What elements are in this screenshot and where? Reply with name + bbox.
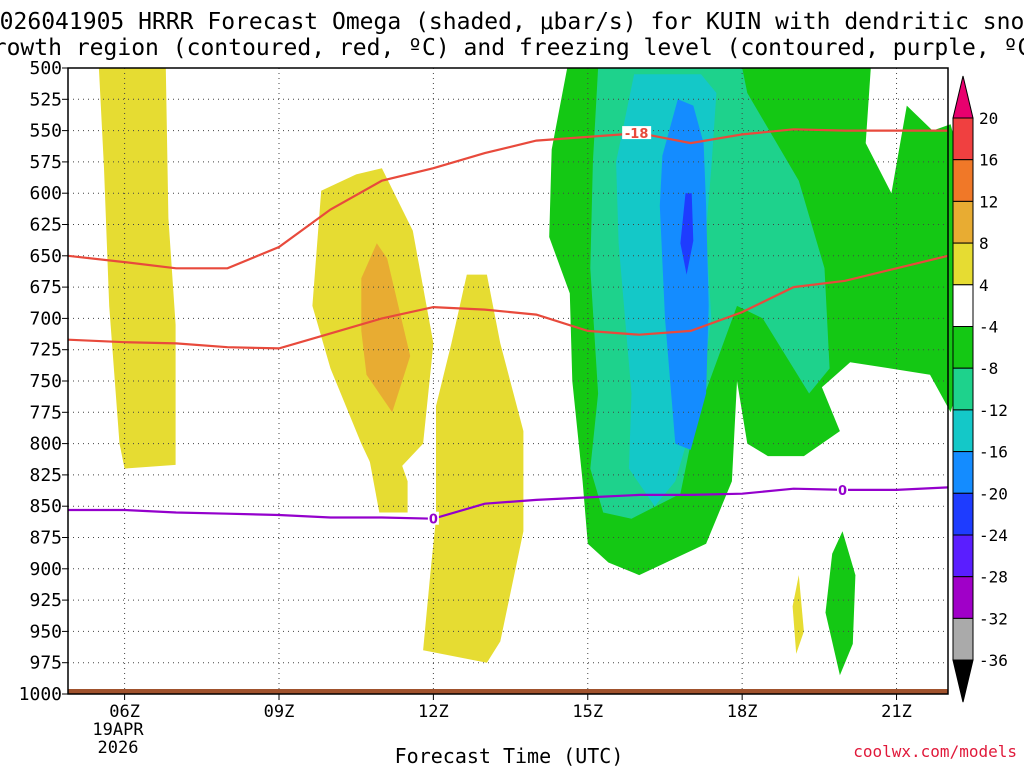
y-tick-label: 650 xyxy=(29,246,62,267)
x-tick-label: 06Z xyxy=(109,702,140,722)
colorbar-bin-9 xyxy=(952,451,974,494)
freezing-contour-label-1-bg xyxy=(427,511,439,525)
y-tick-label: 775 xyxy=(29,402,62,423)
colorbar-bin-7 xyxy=(952,367,974,411)
colorbar-label: -8 xyxy=(979,359,998,378)
colorbar-label: -20 xyxy=(979,484,1008,503)
chart-title-line2: growth region (contoured, red, ºC) and f… xyxy=(0,35,1024,61)
colorbar-bin-2 xyxy=(952,159,974,202)
omega-region-0 xyxy=(98,68,176,469)
pressure-axis: 500 525 550 575 600 625 650 675 700 725 750 775 800 8… xyxy=(19,58,68,705)
omega-region-3 xyxy=(366,393,408,513)
plot-grid xyxy=(68,68,948,694)
y-tick-label: 825 xyxy=(29,465,62,486)
colorbar-bin-3 xyxy=(952,200,974,244)
colorbar-label: 20 xyxy=(979,109,998,128)
colorbar-label: 12 xyxy=(979,192,998,211)
colorbar-bin-10 xyxy=(952,492,974,536)
colorbar-top-arrow xyxy=(952,75,974,119)
plot-area: -18 0 0 xyxy=(67,67,969,695)
x-date-label-year: 2026 xyxy=(98,738,139,758)
y-tick-label: 525 xyxy=(29,89,62,110)
y-tick-label: 625 xyxy=(29,215,62,236)
omega-region-11 xyxy=(680,193,694,275)
colorbar-bin-1 xyxy=(952,117,974,161)
freezing-contour-label-2: 0 xyxy=(838,484,847,499)
y-tick-label: 600 xyxy=(29,183,62,204)
colorbar-label: -32 xyxy=(979,609,1008,628)
colorbar-bin-5 xyxy=(952,284,974,327)
colorbar-bin-4 xyxy=(952,242,974,286)
dgr-upper-isotherm xyxy=(67,128,948,270)
contour-lines: -18 0 0 xyxy=(67,126,949,528)
omega-shading xyxy=(98,68,969,676)
colorbar-bin-12 xyxy=(952,576,974,619)
colorbar-bin-8 xyxy=(952,409,974,453)
colorbar-label: 8 xyxy=(979,234,989,253)
colorbar-bottom-arrow xyxy=(952,659,974,703)
dgr-lower-isotherm xyxy=(67,254,949,350)
y-tick-label: 950 xyxy=(29,621,62,642)
colorbar-label: 4 xyxy=(979,276,989,295)
y-tick-label: 800 xyxy=(29,434,62,455)
omega-region-1 xyxy=(423,274,524,663)
y-tick-label: 850 xyxy=(29,496,62,517)
x-tick-label: 21Z xyxy=(881,702,912,722)
ground-strip xyxy=(68,689,948,694)
colorbar-label: -4 xyxy=(979,318,998,337)
freezing-level-line xyxy=(68,486,949,520)
colorbar-label: -36 xyxy=(979,651,1008,670)
y-tick-label: 725 xyxy=(29,340,62,361)
y-tick-label: 975 xyxy=(29,653,62,674)
omega-region-4 xyxy=(361,243,411,413)
colorbar-label: -12 xyxy=(979,401,1008,420)
source-credit: coolwx.com/models xyxy=(853,742,1017,761)
y-tick-label: 700 xyxy=(29,308,62,329)
y-tick-label: 675 xyxy=(29,277,62,298)
colorbar-label: -24 xyxy=(979,526,1008,545)
omega-region-7 xyxy=(825,531,856,676)
colorbar: 20 16 12 8 4 -4 -8 -12 -16 -20 -24 -28 -32 -36 xyxy=(952,75,1008,703)
dgr-contour-label: -18 xyxy=(625,127,649,142)
x-date-label-day: 19APR xyxy=(92,720,144,740)
colorbar-bin-6 xyxy=(952,326,974,369)
colorbar-bin-11 xyxy=(952,534,974,578)
x-tick-label: 12Z xyxy=(418,702,449,722)
colorbar-label: 16 xyxy=(979,151,998,170)
omega-region-10 xyxy=(659,99,709,450)
colorbar-label: -16 xyxy=(979,443,1008,462)
colorbar-bin-13 xyxy=(952,617,974,661)
colorbar-label: -28 xyxy=(979,568,1008,587)
x-tick-label: 09Z xyxy=(264,702,295,722)
y-tick-label: 575 xyxy=(29,152,62,173)
y-tick-label: 1000 xyxy=(19,684,62,705)
y-tick-label: 750 xyxy=(29,371,62,392)
omega-region-5 xyxy=(792,575,804,654)
y-tick-label: 550 xyxy=(29,121,62,142)
y-tick-label: 900 xyxy=(29,559,62,580)
freezing-contour-label-1: 0 xyxy=(429,513,438,528)
y-tick-label: 925 xyxy=(29,590,62,611)
y-tick-label: 875 xyxy=(29,528,62,549)
chart-title-line1: 2026041905 HRRR Forecast Omega (shaded, … xyxy=(0,9,1024,35)
x-tick-label: 15Z xyxy=(572,702,603,722)
x-tick-label: 18Z xyxy=(727,702,758,722)
dgr-contour-label-bg xyxy=(622,126,652,140)
x-axis-label: Forecast Time (UTC) xyxy=(395,744,624,768)
freezing-contour-label-2-bg xyxy=(837,482,849,496)
y-tick-label: 500 xyxy=(29,58,62,79)
time-axis: 19APR 2026 06Z 09Z 12Z 15Z 18Z 21Z xyxy=(92,694,912,758)
